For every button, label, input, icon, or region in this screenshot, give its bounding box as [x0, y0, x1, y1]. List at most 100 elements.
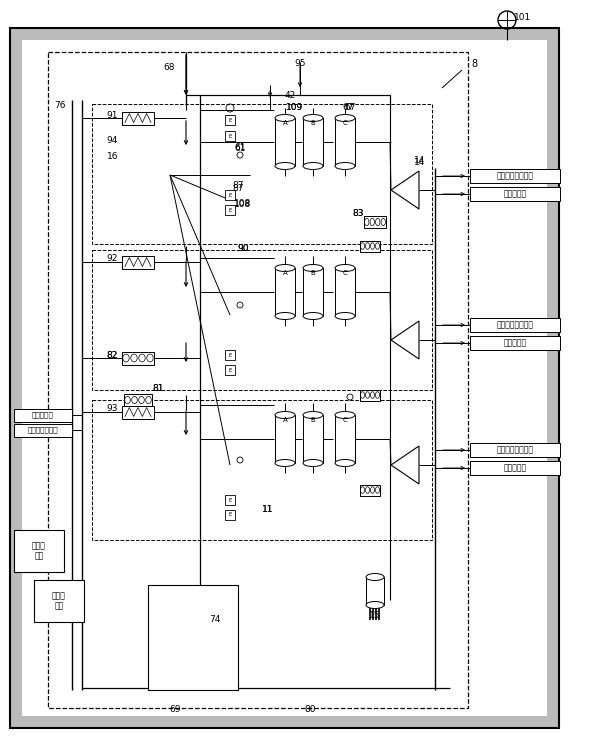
Text: 92: 92 [106, 253, 118, 263]
Text: 82: 82 [106, 351, 118, 359]
Bar [225, 115, 235, 125]
Text: 8: 8 [471, 59, 477, 69]
Ellipse shape [275, 312, 295, 320]
Ellipse shape [366, 573, 384, 581]
Ellipse shape [335, 460, 355, 466]
Bar [122, 351, 154, 365]
Bar [225, 350, 235, 360]
Text: B: B [311, 270, 316, 276]
Text: 83: 83 [352, 209, 363, 218]
Text: E: E [228, 368, 232, 373]
Text: 76: 76 [54, 100, 66, 109]
Text: 80: 80 [304, 706, 316, 714]
Text: B: B [311, 120, 316, 126]
Bar [303, 268, 323, 316]
Ellipse shape [303, 312, 323, 320]
Bar [470, 443, 560, 457]
Text: 发动机
夹套: 发动机 夹套 [52, 591, 66, 611]
Bar [470, 318, 560, 332]
Ellipse shape [275, 162, 295, 170]
Text: 14: 14 [414, 156, 426, 165]
Text: 68: 68 [163, 63, 174, 72]
Text: 再热后氢气: 再热后氢气 [504, 463, 527, 472]
Text: 15: 15 [369, 610, 381, 619]
Ellipse shape [303, 264, 323, 272]
Bar [225, 510, 235, 520]
Bar [225, 131, 235, 141]
Text: 再热后氢气: 再热后氢气 [32, 412, 54, 418]
Text: E: E [228, 353, 232, 357]
Ellipse shape [303, 460, 323, 466]
Bar [122, 255, 154, 269]
Text: 95: 95 [294, 58, 306, 67]
Ellipse shape [303, 114, 323, 122]
Bar [275, 415, 295, 463]
Text: 91: 91 [106, 111, 118, 120]
Text: 再热后氢气: 再热后氢气 [504, 339, 527, 348]
Text: 氢化镁
储罐: 氢化镁 储罐 [32, 541, 46, 561]
Text: 93: 93 [106, 404, 118, 413]
Text: 氢气去中间再热器: 氢气去中间再热器 [496, 320, 534, 329]
Bar [303, 415, 323, 463]
Text: 81: 81 [152, 384, 164, 393]
Bar [225, 365, 235, 375]
Bar [34, 580, 84, 622]
Text: 氢气去中间再热器: 氢气去中间再热器 [496, 446, 534, 455]
Ellipse shape [275, 264, 295, 272]
Ellipse shape [335, 412, 355, 418]
Text: 67: 67 [344, 103, 356, 111]
Text: E: E [228, 207, 232, 213]
Text: C: C [343, 417, 348, 423]
Ellipse shape [275, 114, 295, 122]
Bar [360, 241, 380, 252]
Bar [92, 250, 432, 390]
Text: 61: 61 [234, 142, 246, 151]
Text: 87: 87 [232, 181, 243, 190]
Text: A: A [282, 417, 287, 423]
Bar [92, 104, 432, 244]
Bar [364, 216, 386, 228]
Bar [22, 40, 547, 716]
Bar [225, 495, 235, 505]
Text: 90: 90 [237, 244, 249, 252]
Bar [335, 268, 355, 316]
Text: C: C [343, 270, 348, 276]
Bar [470, 336, 560, 350]
Bar [14, 424, 72, 436]
Text: 108: 108 [235, 199, 252, 209]
Text: 109: 109 [287, 103, 304, 111]
Text: C: C [343, 120, 348, 126]
Text: 90: 90 [237, 244, 249, 252]
Ellipse shape [335, 114, 355, 122]
Bar [225, 205, 235, 215]
Text: 61: 61 [234, 143, 246, 153]
Text: E: E [228, 134, 232, 139]
Text: 82: 82 [106, 351, 118, 359]
Ellipse shape [303, 162, 323, 170]
Ellipse shape [303, 412, 323, 418]
Text: A: A [282, 120, 287, 126]
Ellipse shape [335, 264, 355, 272]
Bar [14, 409, 72, 421]
Text: 94: 94 [106, 136, 118, 145]
Bar [335, 118, 355, 166]
Bar [303, 118, 323, 166]
Bar [470, 187, 560, 201]
Text: 11: 11 [262, 506, 274, 514]
Text: 42: 42 [284, 91, 296, 100]
Bar [366, 577, 384, 605]
Bar [122, 405, 154, 418]
Text: 81: 81 [152, 384, 164, 393]
Text: 14: 14 [414, 157, 426, 167]
Bar [148, 585, 238, 690]
Text: 67: 67 [342, 103, 354, 111]
Bar [92, 400, 432, 540]
Text: E: E [228, 117, 232, 123]
Ellipse shape [275, 460, 295, 466]
Ellipse shape [275, 412, 295, 418]
Text: B: B [311, 417, 316, 423]
Text: E: E [228, 512, 232, 517]
Text: 74: 74 [209, 615, 220, 624]
Text: 69: 69 [169, 706, 181, 714]
Text: 87: 87 [232, 184, 243, 193]
